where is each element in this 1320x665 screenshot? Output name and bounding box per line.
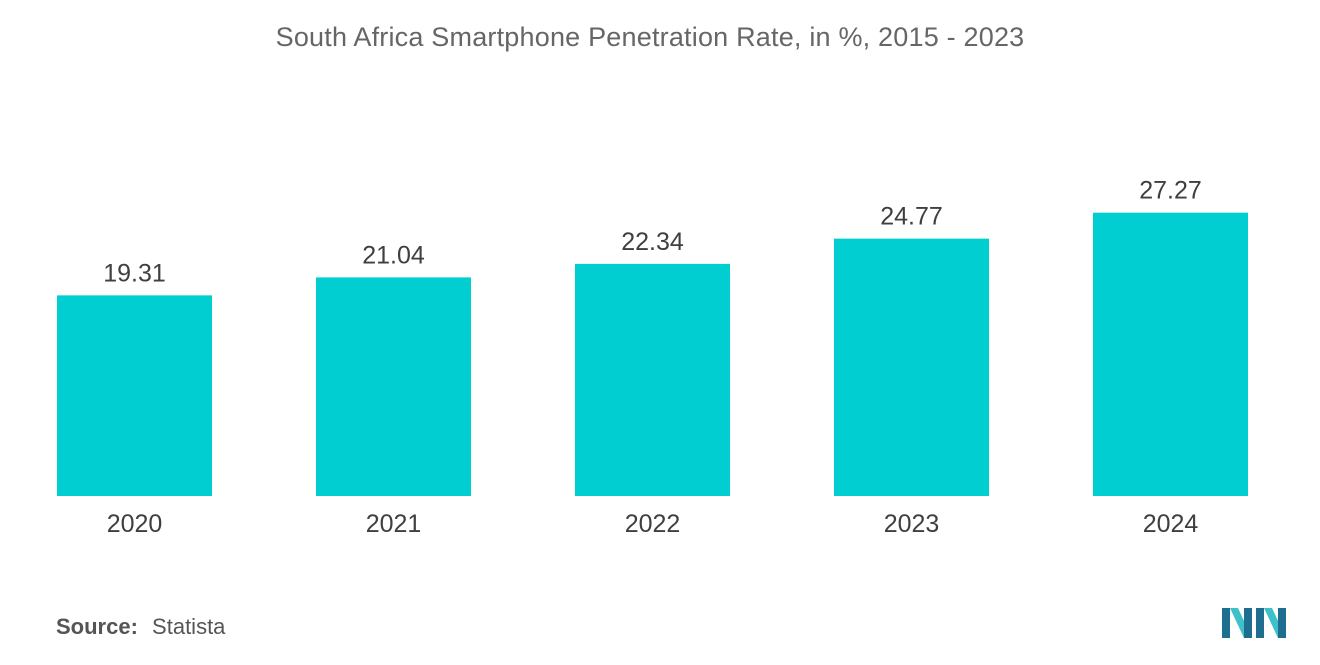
x-tick-label-2022: 2022 [625,510,681,538]
x-axis-tick-labels: 2020 2021 2022 2023 2024 [107,510,1199,538]
bar-value-label-2021: 21.04 [362,241,425,269]
bar-2022 [575,263,730,496]
bar-group [57,212,1248,496]
bar-value-labels: 19.31 21.04 22.34 24.77 27.27 [103,177,1202,288]
bar-2020 [57,295,212,496]
x-tick-label-2024: 2024 [1143,510,1199,538]
source-value: Statista [152,614,226,639]
source-label: Source: [56,614,138,639]
x-tick-label-2023: 2023 [884,510,940,538]
chart-title: South Africa Smartphone Penetration Rate… [275,22,1025,52]
x-tick-label-2020: 2020 [107,510,163,538]
mordor-intelligence-logo-icon [1222,604,1288,643]
bar-value-label-2024: 27.27 [1139,177,1202,205]
bar-2023 [834,238,989,496]
x-tick-label-2021: 2021 [366,510,422,538]
bar-2024 [1093,212,1248,496]
bar-value-label-2022: 22.34 [621,228,684,256]
bar-value-label-2023: 24.77 [880,203,943,231]
bar-2021 [316,277,471,496]
bar-value-label-2020: 19.31 [103,259,166,287]
source-note: Source: Statista [56,614,225,640]
